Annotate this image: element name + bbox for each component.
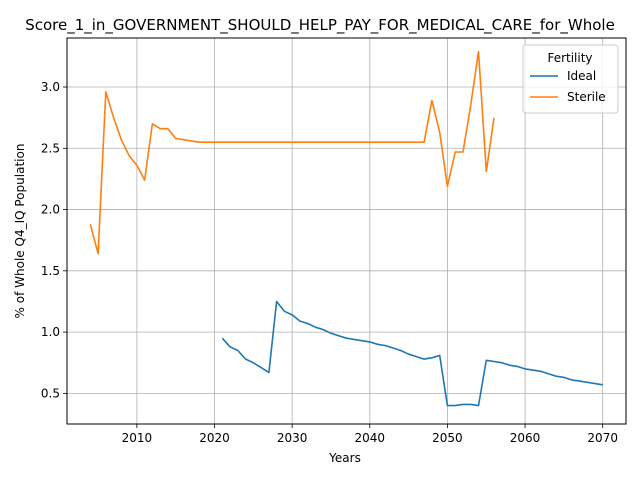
plot-frame	[66, 37, 627, 425]
series-line-ideal	[221, 300, 603, 407]
x-tick-label: 2060	[510, 431, 541, 445]
y-axis-label: % of Whole Q4_IQ Population	[13, 144, 27, 319]
legend-label-sterile: Sterile	[567, 90, 606, 104]
series-layer	[89, 50, 603, 407]
x-tick-label: 2020	[199, 431, 230, 445]
x-axis-label: Years	[328, 451, 361, 465]
y-tick-label: 2.5	[41, 141, 60, 155]
x-tick-label: 2010	[122, 431, 153, 445]
x-tick-label: 2030	[277, 431, 308, 445]
y-tick-label: 0.5	[41, 386, 60, 400]
legend-label-ideal: Ideal	[567, 69, 596, 83]
chart-title: Score_1_in_GOVERNMENT_SHOULD_HELP_PAY_FO…	[25, 16, 615, 35]
y-tick-label: 3.0	[41, 80, 60, 94]
x-axis-ticks: 2010 2020 2030 2040 2050 2060 2070	[122, 424, 618, 445]
legend-title: Fertility	[547, 51, 592, 65]
legend-box	[522, 44, 619, 114]
y-axis-ticks: 0.5 1.0 1.5 2.0 2.5 3.0	[41, 80, 67, 400]
legend-entries: Ideal Sterile	[530, 69, 606, 104]
y-tick-label: 2.0	[41, 203, 60, 217]
x-tick-label: 2050	[432, 431, 463, 445]
x-tick-label: 2040	[355, 431, 386, 445]
grid-lines	[67, 38, 626, 424]
legend: Fertility Ideal Sterile	[522, 44, 619, 114]
series-line-sterile	[89, 50, 495, 255]
y-tick-label: 1.0	[41, 325, 60, 339]
y-tick-label: 1.5	[41, 264, 60, 278]
x-tick-label: 2070	[587, 431, 618, 445]
